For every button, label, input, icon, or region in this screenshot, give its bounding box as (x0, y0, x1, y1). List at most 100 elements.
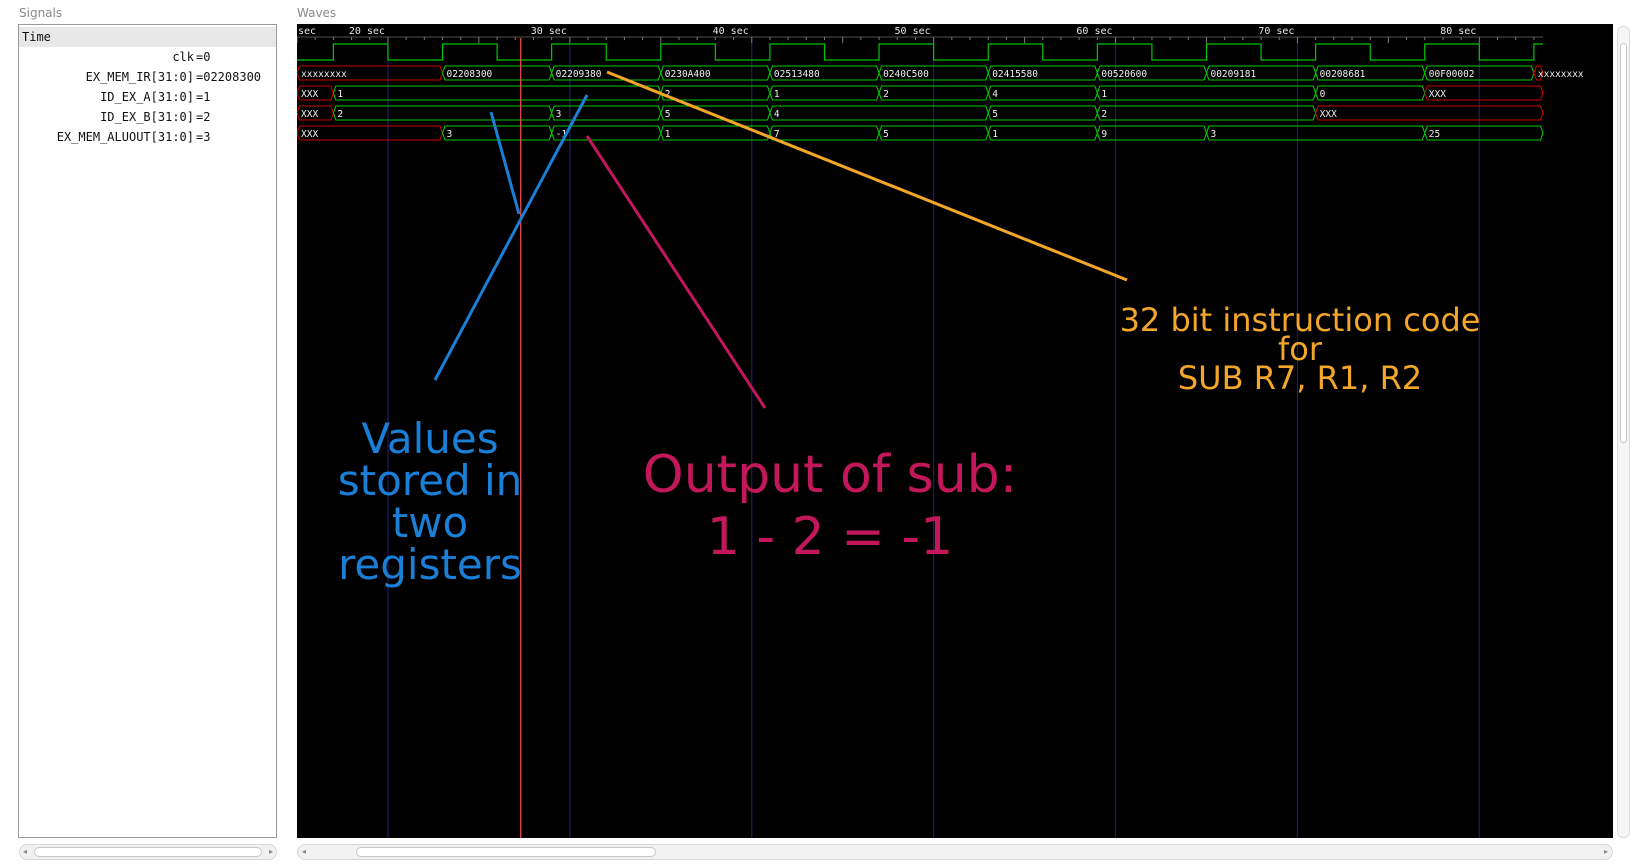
signal-row-id-ex-a[interactable]: ID_EX_A[31:0] =1 (19, 87, 276, 107)
bus-value: XXX (1429, 89, 1446, 100)
annotation-line: Values (361, 414, 499, 463)
signal-value: =02208300 (196, 70, 262, 84)
bus-value: 9 (1101, 129, 1107, 140)
waveform-canvas[interactable]: sec 20 sec 30 sec 40 sec 50 sec 60 sec 70 sec 8… (297, 24, 1613, 838)
bus-segment (297, 125, 444, 141)
bus-value: 00520600 (1101, 69, 1147, 80)
annotation-pointer-instruction (606, 70, 1128, 282)
tick-label: 20 sec (349, 26, 385, 37)
bus-id-ex-b: XXX 2 3 5 4 5 2 XXX (297, 105, 1544, 121)
annotation-line: Output of sub: (642, 445, 1018, 505)
bus-value: 1 (992, 129, 998, 140)
annotation-line: for (1278, 330, 1322, 368)
bus-value: 1 (1101, 89, 1107, 100)
bus-segment (660, 105, 771, 121)
tick-label: 40 sec (713, 26, 749, 37)
signals-panel[interactable]: Time clk =0 EX_MEM_IR[31:0] =02208300 ID… (18, 24, 277, 838)
bus-value: -1 (556, 129, 568, 140)
signal-name: clk (172, 50, 194, 64)
signals-horizontal-scrollbar[interactable]: ◂ ▸ (19, 844, 277, 860)
signal-row-clk[interactable]: clk =0 (19, 47, 276, 67)
bus-segment (1096, 105, 1317, 121)
bus-segment (987, 85, 1098, 101)
signal-row-ex-mem-ir[interactable]: EX_MEM_IR[31:0] =02208300 (19, 67, 276, 87)
waves-panel[interactable]: sec 20 sec 30 sec 40 sec 50 sec 60 sec 70 sec 8… (297, 24, 1613, 838)
bus-value: 25 (1429, 129, 1440, 140)
bus-segment (987, 125, 1098, 141)
bus-value: XXX (301, 89, 318, 100)
signal-value: =3 (196, 130, 211, 144)
signals-pane-label: Signals (19, 6, 63, 20)
bus-value: XXX (301, 109, 318, 120)
time-ruler: sec 20 sec 30 sec 40 sec 50 sec 60 sec 70 sec 8… (297, 26, 1543, 43)
bus-value: XXX (1320, 109, 1337, 120)
bus-value: xxxxxxxx (301, 69, 347, 80)
annotation-line: stored in (337, 456, 523, 505)
bus-segment (769, 85, 880, 101)
scroll-right-icon[interactable]: ▸ (1603, 847, 1608, 856)
scroll-left-icon[interactable]: ◂ (302, 847, 307, 856)
annotation-lines (433, 70, 1128, 409)
tick-label: 60 sec (1076, 26, 1112, 37)
bus-value: 00209181 (1210, 69, 1256, 80)
waves-pane-label: Waves (297, 6, 337, 20)
bus-value: 0 (1320, 89, 1326, 100)
vertical-scrollbar[interactable] (1617, 26, 1630, 838)
bus-ex-mem-ir: xxxxxxxx 02208300 02209380 0230A400 02513480… (297, 65, 1584, 81)
signals-scroll-thumb[interactable] (34, 847, 262, 857)
annotation-instruction-code: 32 bit instruction code for SUB R7, R1, … (1080, 301, 1520, 397)
annotation-sub-output: Output of sub: 1 - 2 = -1 (620, 444, 1040, 568)
bus-value: 7 (774, 129, 780, 140)
bus-value: 3 (1210, 129, 1216, 140)
bus-value: 4 (992, 89, 998, 100)
bus-segment (332, 85, 662, 101)
bus-value: 0240C500 (883, 69, 929, 80)
annotation-line: SUB R7, R1, R2 (1177, 359, 1423, 397)
scroll-right-icon[interactable]: ▸ (268, 847, 273, 856)
bus-value: 2 (883, 89, 889, 100)
time-row[interactable]: Time (19, 27, 276, 47)
annotation-pointer-b (433, 94, 589, 381)
bus-value: 1 (665, 129, 671, 140)
time-label: Time (22, 30, 51, 44)
bus-segment (1096, 85, 1317, 101)
annotation-register-values: Values stored in two registers (310, 418, 550, 586)
bus-value: 2 (1101, 109, 1107, 120)
annotation-line: 1 - 2 = -1 (706, 507, 954, 567)
waves-horizontal-scrollbar[interactable]: ◂ ▸ (297, 844, 1613, 860)
bus-value: 02415580 (992, 69, 1038, 80)
bus-value: 02208300 (447, 69, 493, 80)
bus-segment (660, 125, 771, 141)
clock-signal (297, 43, 1543, 61)
annotation-line: 32 bit instruction code (1119, 301, 1481, 339)
bus-value: 02209380 (556, 69, 602, 80)
bus-value: 0230A400 (665, 69, 711, 80)
signal-row-ex-mem-aluout[interactable]: EX_MEM_ALUOUT[31:0] =3 (19, 127, 276, 147)
waves-scroll-thumb[interactable] (356, 847, 656, 857)
bus-value: 00F00002 (1429, 69, 1475, 80)
bus-segment (1205, 125, 1426, 141)
signal-value: =1 (196, 90, 211, 104)
signal-name: ID_EX_A[31:0] (100, 90, 194, 104)
bus-value: 2 (337, 109, 343, 120)
tick-label: 80 sec (1440, 26, 1476, 37)
bus-segment (332, 105, 553, 121)
annotation-line: two (391, 498, 469, 547)
bus-value: 3 (556, 109, 562, 120)
bus-segment (1096, 125, 1208, 141)
bus-value: 1 (774, 89, 780, 100)
bus-segment (1424, 85, 1544, 101)
bus-segment (769, 125, 880, 141)
scroll-left-icon[interactable]: ◂ (23, 847, 28, 856)
signal-row-id-ex-b[interactable]: ID_EX_B[31:0] =2 (19, 107, 276, 127)
signal-value: =0 (196, 50, 211, 64)
signal-name: ID_EX_B[31:0] (100, 110, 194, 124)
annotation-line: registers (338, 540, 522, 589)
vertical-scroll-thumb[interactable] (1620, 43, 1627, 443)
bus-segment (1315, 85, 1426, 101)
bus-segment (769, 105, 989, 121)
bus-value: 5 (992, 109, 998, 120)
bus-value: XXX (301, 129, 318, 140)
tick-label: 50 sec (895, 26, 931, 37)
bus-value: 5 (665, 109, 671, 120)
